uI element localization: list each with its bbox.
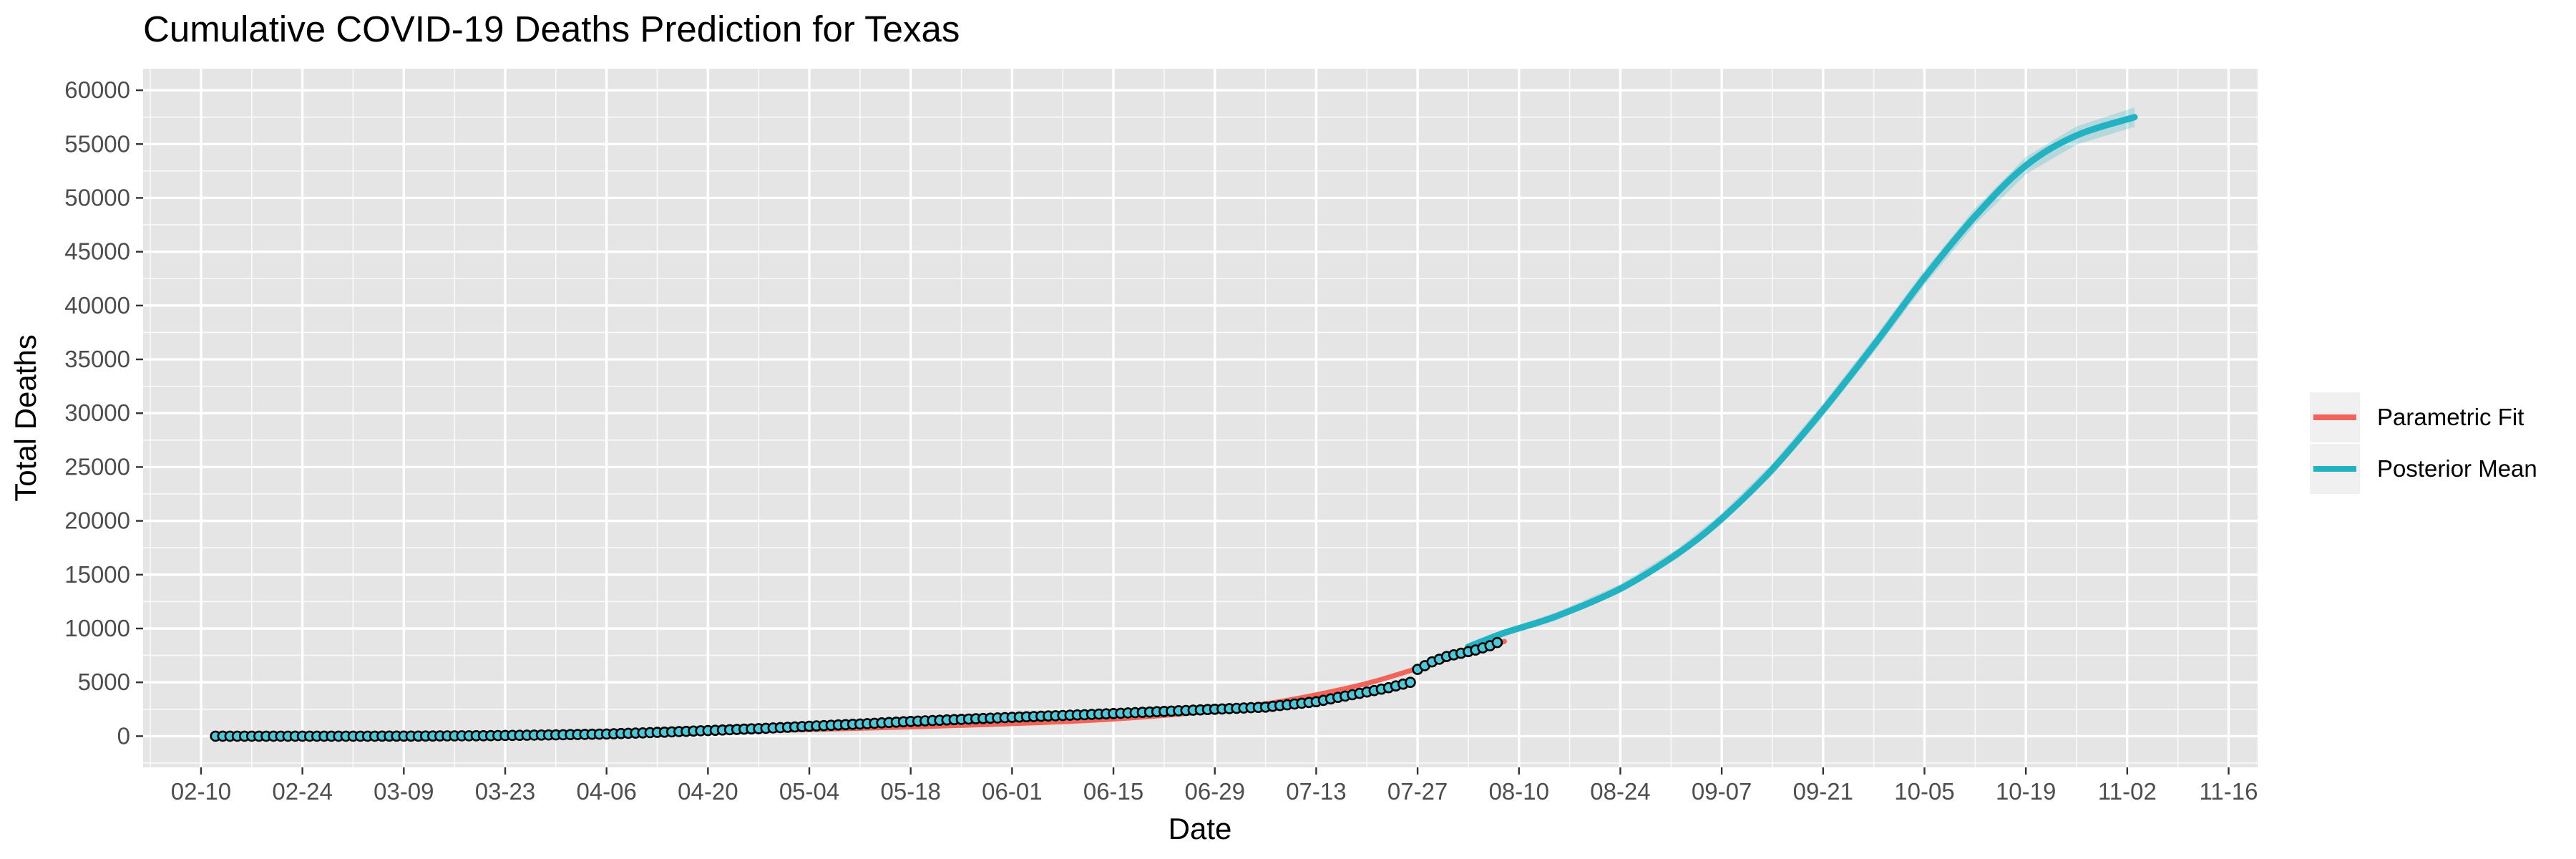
x-tick-label: 03-23 xyxy=(475,778,535,805)
y-tick-label: 45000 xyxy=(64,238,130,265)
x-tick-label: 06-01 xyxy=(982,778,1042,805)
y-tick-label: 55000 xyxy=(64,130,130,157)
y-tick-label: 35000 xyxy=(64,346,130,372)
x-tick-label: 05-04 xyxy=(779,778,839,805)
x-tick-label: 09-21 xyxy=(1793,778,1853,805)
x-tick-label: 07-27 xyxy=(1387,778,1448,805)
x-tick-label: 06-29 xyxy=(1185,778,1245,805)
x-tick-label: 09-07 xyxy=(1692,778,1752,805)
x-axis: 02-10 02-24 03-09 03-23 04-06 04-20 05-04 05-18… xyxy=(171,767,2258,805)
legend: Parametric Fit Posterior Mean xyxy=(2310,392,2537,494)
x-tick-label: 08-24 xyxy=(1590,778,1650,805)
plot-panel xyxy=(143,69,2258,767)
observed-point xyxy=(1491,636,1503,649)
x-tick-label: 04-20 xyxy=(678,778,738,805)
y-tick-label: 5000 xyxy=(78,669,130,695)
x-tick-label: 11-16 xyxy=(2200,778,2258,805)
legend-label: Posterior Mean xyxy=(2377,455,2537,482)
y-tick-label: 10000 xyxy=(64,615,130,641)
observed-points xyxy=(210,636,1503,742)
observed-point xyxy=(1405,676,1416,689)
y-axis-title: Total Deaths xyxy=(9,334,42,501)
y-tick-label: 30000 xyxy=(64,399,130,426)
grid-minor xyxy=(143,69,2258,767)
x-tick-label: 03-09 xyxy=(374,778,434,805)
posterior-mean-line xyxy=(1465,114,2138,651)
x-axis-title: Date xyxy=(1169,812,1232,845)
x-tick-label: 02-10 xyxy=(171,778,231,805)
x-tick-label: 10-05 xyxy=(1894,778,1954,805)
grid-major xyxy=(143,69,2258,767)
y-axis: 0 5000 10000 15000 20000 25000 30000 35000 40000… xyxy=(64,77,143,749)
y-tick-label: 50000 xyxy=(64,184,130,210)
y-tick-label: 40000 xyxy=(64,292,130,319)
y-tick-label: 25000 xyxy=(64,453,130,480)
x-tick-label: 10-19 xyxy=(1996,778,2056,805)
x-tick-label: 04-06 xyxy=(576,778,636,805)
x-tick-label: 11-02 xyxy=(2098,778,2157,805)
x-tick-label: 02-24 xyxy=(272,778,332,805)
x-tick-label: 07-13 xyxy=(1286,778,1346,805)
chart-title: Cumulative COVID-19 Deaths Prediction fo… xyxy=(143,9,960,49)
y-tick-label: 20000 xyxy=(64,508,130,534)
y-tick-label: 0 xyxy=(117,722,130,749)
x-tick-label: 08-10 xyxy=(1489,778,1549,805)
y-tick-label: 60000 xyxy=(64,77,130,103)
y-tick-label: 15000 xyxy=(64,561,130,588)
x-tick-label: 05-18 xyxy=(881,778,941,805)
x-tick-label: 06-15 xyxy=(1083,778,1143,805)
legend-label: Parametric Fit xyxy=(2377,404,2524,430)
